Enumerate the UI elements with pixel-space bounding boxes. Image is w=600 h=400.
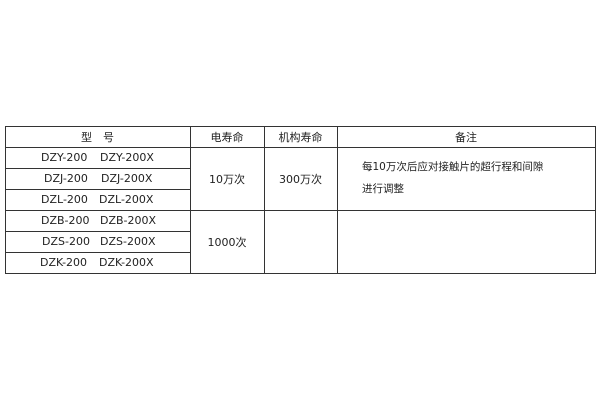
model-a: DZK-200 bbox=[40, 256, 88, 269]
remark-line-1: 每10万次后应对接触片的超行程和间隙 bbox=[362, 161, 544, 173]
row-divider bbox=[5, 189, 191, 190]
remark-group2 bbox=[337, 210, 595, 273]
model-a: DZB-200 bbox=[41, 214, 90, 227]
group-divider bbox=[5, 210, 596, 211]
model-b: DZL-200X bbox=[99, 193, 154, 206]
header-mechanical-life: 机构寿命 bbox=[278, 130, 323, 144]
model-b: DZJ-200X bbox=[101, 172, 153, 185]
table-border-right bbox=[595, 126, 596, 274]
model-a: DZY-200 bbox=[41, 151, 88, 164]
model-a: DZS-200 bbox=[42, 235, 90, 248]
remark-line-2: 进行调整 bbox=[362, 183, 404, 195]
model-a: DZJ-200 bbox=[44, 172, 88, 185]
row-divider bbox=[5, 168, 191, 169]
row-divider bbox=[5, 252, 191, 253]
column-divider bbox=[190, 126, 191, 274]
header-remark: 备注 bbox=[455, 130, 477, 144]
column-divider bbox=[264, 126, 265, 274]
mechanical-life-group1: 300万次 bbox=[279, 172, 322, 186]
model-b: DZY-200X bbox=[100, 151, 154, 164]
model-b: DZK-200X bbox=[99, 256, 154, 269]
header-divider bbox=[5, 147, 596, 148]
electrical-life-group1: 10万次 bbox=[209, 172, 245, 186]
header-electrical-life: 电寿命 bbox=[210, 130, 244, 144]
model-b: DZB-200X bbox=[100, 214, 157, 227]
model-a: DZL-200 bbox=[41, 193, 88, 206]
model-b: DZS-200X bbox=[100, 235, 156, 248]
table-border-left bbox=[5, 126, 6, 274]
header-model: 型 号 bbox=[81, 130, 114, 144]
table-border-top bbox=[5, 126, 596, 127]
table-border-bottom bbox=[5, 273, 596, 274]
mechanical-life-group2 bbox=[264, 210, 337, 273]
row-divider bbox=[5, 231, 191, 232]
column-divider bbox=[337, 126, 338, 274]
electrical-life-group2: 1000次 bbox=[207, 235, 247, 249]
